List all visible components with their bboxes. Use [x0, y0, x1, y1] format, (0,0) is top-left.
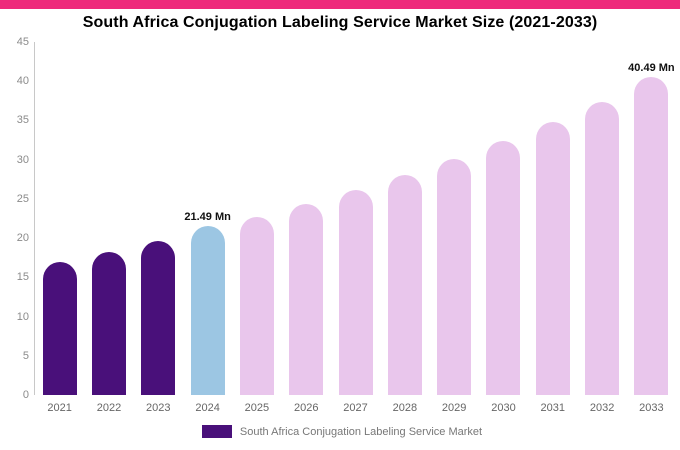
bar-group-2026: 2026	[282, 42, 331, 414]
bar-group-2025: 2025	[232, 42, 281, 414]
y-tick-label: 40	[16, 75, 29, 88]
bar-value-label-2033: 40.49 Mn	[628, 62, 675, 75]
x-tick-label-2021: 2021	[47, 402, 72, 414]
y-tick-label: 35	[16, 114, 29, 127]
y-tick-label: 30	[16, 153, 29, 166]
y-tick-label: 10	[16, 310, 29, 323]
x-tick-label-2027: 2027	[343, 402, 368, 414]
bar-group-2028: 2028	[380, 42, 429, 414]
x-tick-label-2025: 2025	[244, 402, 270, 414]
bar-group-2030: 2030	[479, 42, 528, 414]
bar-2032	[585, 102, 620, 395]
bar-group-2029: 2029	[430, 42, 479, 414]
y-tick-label: 0	[22, 389, 29, 401]
bar-2029	[437, 158, 472, 395]
bar-group-2031: 2031	[528, 42, 577, 414]
bar-2024	[190, 226, 225, 395]
bar-group-2023: 2023	[134, 42, 183, 414]
y-tick-label: 20	[16, 232, 29, 245]
bar-2031	[535, 122, 570, 395]
y-tick-label: 45	[16, 36, 29, 48]
bar-group-2032: 2032	[577, 42, 626, 414]
bar-2030	[486, 140, 521, 395]
y-axis: 0 5 10 15 20 25 30 35 40 45	[8, 36, 34, 401]
legend-swatch	[201, 425, 232, 438]
bar-2022	[91, 252, 126, 395]
bar-2021	[42, 262, 77, 395]
bar-group-2024: 21.49 Mn 2024	[183, 42, 232, 414]
bar-2027	[338, 190, 373, 395]
plot-area: 2021 2022 2023 21.49 Mn 2024 2025 2026 2027 2028…	[34, 42, 676, 414]
chart-plot-row: 0 5 10 15 20 25 30 35 40 45 2021 2022 2023 21.49 Mn 2…	[8, 36, 676, 414]
x-tick-label-2032: 2032	[589, 402, 615, 414]
x-tick-label-2030: 2030	[491, 402, 516, 414]
y-tick-label: 15	[16, 271, 29, 284]
y-tick-label: 25	[16, 192, 29, 205]
chart-title: South Africa Conjugation Labeling Servic…	[82, 14, 598, 31]
legend-label: South Africa Conjugation Labeling Servic…	[239, 425, 483, 438]
bar-group-2022: 2022	[84, 42, 133, 414]
legend: South Africa Conjugation Labeling Servic…	[8, 425, 676, 438]
x-tick-label-2028: 2028	[392, 402, 418, 414]
bar-2023	[141, 241, 176, 395]
bar-2028	[387, 175, 422, 395]
top-accent-strip	[0, 0, 680, 9]
x-tick-label-2026: 2026	[293, 402, 319, 414]
bar-2026	[289, 204, 324, 395]
y-tick-label: 5	[22, 349, 29, 362]
bar-2025	[239, 216, 274, 395]
bar-value-label-2024: 21.49 Mn	[184, 211, 231, 224]
x-tick-label-2033: 2033	[639, 402, 664, 414]
x-tick-label-2024: 2024	[195, 402, 220, 414]
x-tick-label-2031: 2031	[540, 402, 566, 414]
bar-group-2021: 2021	[35, 42, 84, 414]
bar-2033	[634, 77, 669, 395]
x-tick-label-2029: 2029	[441, 402, 467, 414]
x-tick-label-2022: 2022	[96, 402, 122, 414]
bar-group-2033: 40.49 Mn 2033	[627, 42, 676, 414]
x-tick-label-2023: 2023	[146, 402, 171, 414]
bar-group-2027: 2027	[331, 42, 380, 414]
bar-chart: 0 5 10 15 20 25 30 35 40 45 2021 2022 2023 21.49 Mn 2…	[0, 34, 680, 438]
